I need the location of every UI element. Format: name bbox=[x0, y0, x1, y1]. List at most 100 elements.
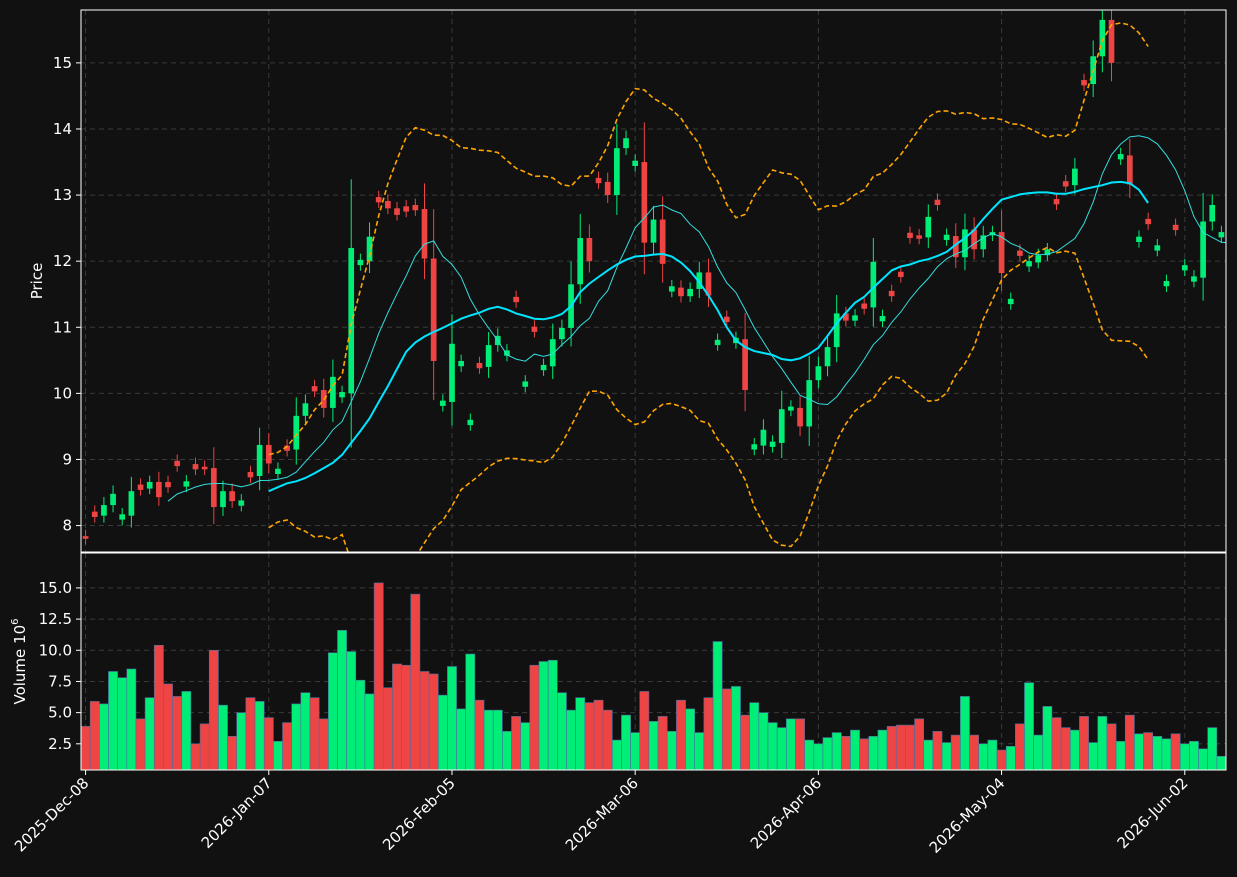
volume-bar bbox=[90, 701, 99, 770]
volume-bar bbox=[127, 669, 136, 770]
candle-body bbox=[458, 361, 464, 366]
candle-body bbox=[935, 200, 941, 205]
volume-bar bbox=[502, 731, 511, 770]
volume-bar bbox=[1079, 716, 1088, 770]
candle-body bbox=[202, 467, 208, 470]
volume-bar bbox=[713, 642, 722, 770]
x-tick-label: 2026-Jan-07 bbox=[198, 774, 276, 852]
volume-bar bbox=[686, 709, 695, 770]
candle-body bbox=[174, 461, 180, 466]
volume-bar bbox=[1208, 728, 1217, 770]
volume-bar bbox=[951, 735, 960, 770]
candle-body bbox=[165, 482, 171, 487]
candle-body bbox=[779, 409, 785, 443]
volume-bar bbox=[896, 725, 905, 770]
volume-bar bbox=[163, 684, 172, 770]
candle-body bbox=[422, 209, 428, 259]
candle-body bbox=[358, 260, 364, 265]
candle-body bbox=[770, 442, 776, 447]
volume-bar bbox=[420, 671, 429, 770]
volume-bar bbox=[942, 743, 951, 770]
price-axis-label: Price bbox=[28, 263, 46, 300]
volume-bar bbox=[722, 689, 731, 770]
candle-body bbox=[587, 238, 593, 261]
volume-bar bbox=[374, 583, 383, 770]
candle-body bbox=[376, 197, 382, 202]
volume-bar bbox=[631, 733, 640, 770]
volume-y-tick-label: 10.0 bbox=[39, 641, 72, 659]
volume-bar bbox=[768, 723, 777, 770]
candle-body bbox=[1136, 237, 1142, 242]
volume-bar bbox=[1052, 718, 1061, 770]
volume-bar bbox=[915, 719, 924, 770]
volume-bar bbox=[576, 698, 585, 770]
candle-body bbox=[614, 148, 620, 195]
price-y-tick-label: 15 bbox=[53, 54, 72, 72]
candle-body bbox=[559, 328, 565, 339]
candle-body bbox=[907, 233, 913, 238]
candle-body bbox=[220, 491, 226, 507]
volume-bar bbox=[548, 660, 557, 770]
candle-body bbox=[1127, 155, 1133, 184]
volume-bar bbox=[997, 750, 1006, 770]
volume-bar bbox=[512, 716, 521, 770]
volume-bar bbox=[658, 716, 667, 770]
volume-bar bbox=[264, 718, 273, 770]
candle-body bbox=[156, 482, 162, 497]
volume-bar bbox=[337, 630, 346, 770]
volume-y-tick-label: 5.0 bbox=[48, 704, 72, 722]
candle-body bbox=[605, 182, 611, 195]
candle-body bbox=[550, 339, 556, 366]
volume-bar bbox=[621, 715, 630, 770]
volume-bar bbox=[301, 693, 310, 770]
volume-bar bbox=[1061, 728, 1070, 770]
volume-bar bbox=[365, 694, 374, 770]
volume-bar bbox=[557, 693, 566, 770]
volume-bar bbox=[667, 731, 676, 770]
volume-bar bbox=[246, 698, 255, 770]
candle-body bbox=[229, 491, 235, 501]
x-tick-label: 2025-Dec-08 bbox=[11, 774, 92, 855]
volume-bar bbox=[209, 650, 218, 770]
volume-bar bbox=[411, 594, 420, 770]
volume-bar bbox=[1006, 746, 1015, 770]
volume-bar bbox=[81, 726, 90, 770]
candle-body bbox=[1072, 169, 1078, 186]
volume-bar bbox=[878, 730, 887, 770]
volume-bar bbox=[310, 698, 319, 770]
volume-bar bbox=[1024, 683, 1033, 770]
price-y-tick-label: 14 bbox=[53, 120, 72, 138]
candle-body bbox=[852, 315, 858, 320]
candle-body bbox=[724, 317, 730, 322]
volume-bar bbox=[108, 671, 117, 770]
volume-bar bbox=[1171, 734, 1180, 770]
volume-bar bbox=[741, 715, 750, 770]
volume-bar bbox=[594, 700, 603, 770]
candle-body bbox=[248, 472, 254, 477]
candle-body bbox=[715, 340, 721, 345]
volume-bar bbox=[200, 724, 209, 770]
volume-bar bbox=[1217, 756, 1226, 770]
volume-bar bbox=[805, 740, 814, 770]
volume-bar bbox=[676, 700, 685, 770]
volume-bar bbox=[292, 704, 301, 770]
candle-body bbox=[797, 408, 803, 427]
volume-bar bbox=[777, 728, 786, 770]
volume-bar bbox=[832, 733, 841, 770]
volume-bar bbox=[237, 713, 246, 770]
candle-body bbox=[678, 288, 684, 297]
candle-body bbox=[303, 403, 309, 416]
x-tick-label: 2026-Jun-02 bbox=[1114, 774, 1192, 852]
candle-body bbox=[138, 485, 144, 490]
volume-bar bbox=[356, 680, 365, 770]
candle-body bbox=[413, 205, 419, 210]
candle-body bbox=[660, 220, 666, 264]
x-tick-label: 2026-May-04 bbox=[926, 774, 1009, 857]
price-panel-background bbox=[81, 10, 1226, 552]
volume-bar bbox=[255, 701, 264, 770]
candle-body bbox=[944, 235, 950, 240]
candle-body bbox=[1035, 255, 1041, 262]
volume-bar bbox=[218, 705, 227, 770]
candle-body bbox=[1063, 181, 1069, 186]
